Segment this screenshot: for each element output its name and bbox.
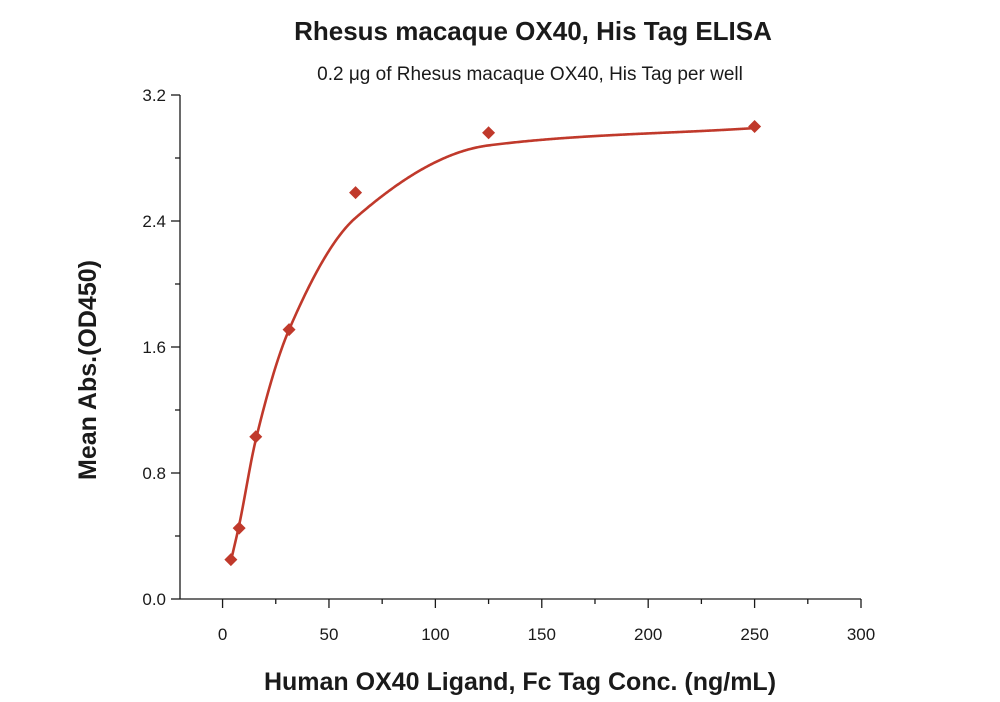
x-tick-label: 50 xyxy=(320,625,339,644)
x-tick-label: 250 xyxy=(740,625,768,644)
data-point xyxy=(224,553,238,567)
data-point xyxy=(482,126,496,140)
data-points xyxy=(224,120,762,567)
y-tick-label: 0.0 xyxy=(142,590,166,609)
x-tick-label: 300 xyxy=(847,625,875,644)
x-tick-label: 150 xyxy=(528,625,556,644)
data-point xyxy=(232,521,246,535)
x-tick-labels: 0 50 100 150 200 250 300 xyxy=(218,625,875,644)
chart-subtitle: 0.2 μg of Rhesus macaque OX40, His Tag p… xyxy=(317,64,743,85)
x-tick-label: 100 xyxy=(421,625,449,644)
x-tick-label: 0 xyxy=(218,625,227,644)
y-tick-label: 2.4 xyxy=(142,212,166,231)
data-point xyxy=(282,323,296,337)
y-tick-label: 1.6 xyxy=(142,338,166,357)
data-point xyxy=(748,120,762,133)
data-point xyxy=(249,430,263,444)
x-axis-label: Human OX40 Ligand, Fc Tag Conc. (ng/mL) xyxy=(264,668,776,696)
y-tick-labels: 0.0 0.8 1.6 2.4 3.2 xyxy=(142,86,166,609)
x-tick-label: 200 xyxy=(634,625,662,644)
x-axis xyxy=(180,598,862,608)
fit-curve-layer xyxy=(229,126,755,562)
fit-curve xyxy=(229,126,755,562)
y-axis-label: Mean Abs.(OD450) xyxy=(74,260,102,480)
y-tick-label: 0.8 xyxy=(142,464,166,483)
y-tick-label: 3.2 xyxy=(142,86,166,105)
data-point xyxy=(349,186,363,200)
chart-title: Rhesus macaque OX40, His Tag ELISA xyxy=(294,16,772,46)
y-axis xyxy=(171,94,181,600)
